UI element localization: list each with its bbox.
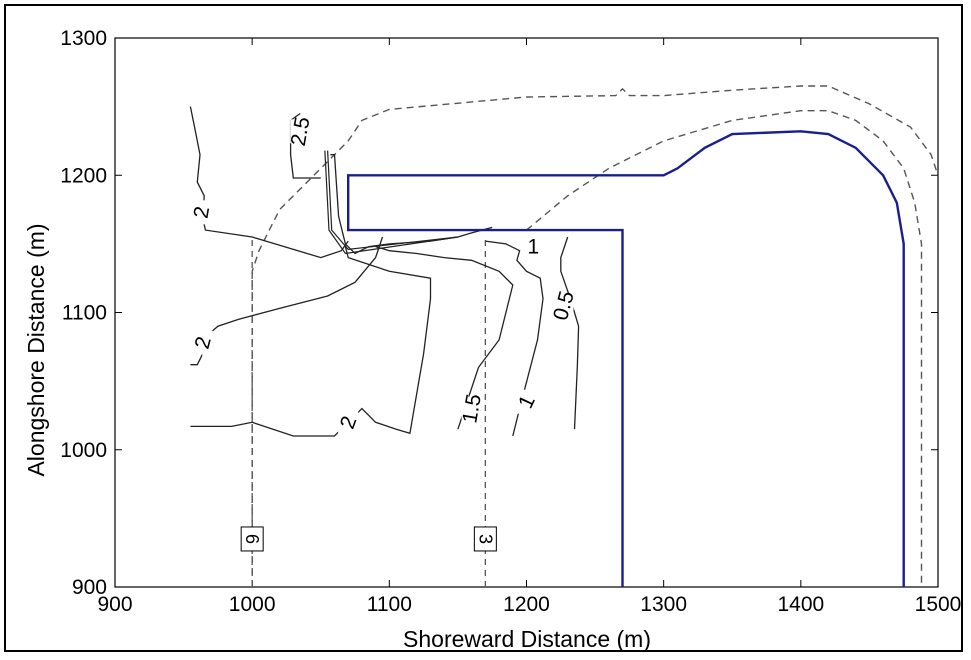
- x-tick-label: 1400: [777, 593, 824, 616]
- y-tick-label: 1000: [60, 439, 107, 462]
- dashed-offset-contour: [526, 110, 923, 587]
- contour-label-bg: [461, 396, 482, 421]
- y-tick-label: 1300: [60, 27, 107, 50]
- transect-label-box: [240, 526, 264, 552]
- contour-label: 2.5: [287, 115, 315, 148]
- x-tick-label: 1300: [640, 593, 687, 616]
- contour-line: [190, 246, 432, 437]
- contour-line: [289, 112, 321, 179]
- contour-line: [330, 154, 493, 255]
- contour-label-bg: [191, 200, 212, 225]
- contour-label: 1.5: [458, 392, 486, 425]
- transect-label-box: [473, 526, 497, 552]
- contour-label: 1: [528, 236, 540, 259]
- contour-line: [190, 236, 384, 366]
- contour-line: [324, 150, 459, 255]
- x-tick-label: 1100: [367, 593, 412, 616]
- contour-line: [327, 150, 458, 250]
- x-tick-label: 1200: [503, 593, 550, 616]
- y-tick-label: 1100: [62, 302, 107, 325]
- contour-label-bg: [516, 389, 537, 414]
- contour-line: [485, 240, 544, 437]
- contour-label-bg: [192, 330, 213, 355]
- contour-line: [560, 236, 580, 430]
- contour-line: [375, 245, 514, 430]
- contour-label: 2: [190, 205, 215, 221]
- y-tick-label: 1200: [60, 164, 107, 187]
- contour-label-bg: [338, 410, 359, 435]
- contour-label-bg: [523, 234, 544, 259]
- y-tick-label: 900: [72, 576, 107, 599]
- structure-outline: [347, 130, 905, 587]
- x-tick-label: 900: [97, 593, 132, 616]
- chart-frame: [4, 4, 963, 652]
- contour-label: 2: [191, 334, 216, 351]
- x-tick-label: 1500: [915, 593, 962, 616]
- contour-label-bg: [290, 119, 311, 144]
- contour-line: [189, 106, 349, 259]
- x-tick-label: 1000: [229, 593, 276, 616]
- plot-box: [114, 37, 939, 588]
- contour-label-bg: [553, 293, 574, 318]
- transect-label: 6: [242, 534, 262, 544]
- y-axis-label: Alongshore Distance (m): [23, 223, 49, 476]
- x-axis-label: Shoreward Distance (m): [403, 626, 651, 652]
- dashed-offset-contour: [251, 85, 939, 587]
- transect-label: 3: [475, 534, 495, 544]
